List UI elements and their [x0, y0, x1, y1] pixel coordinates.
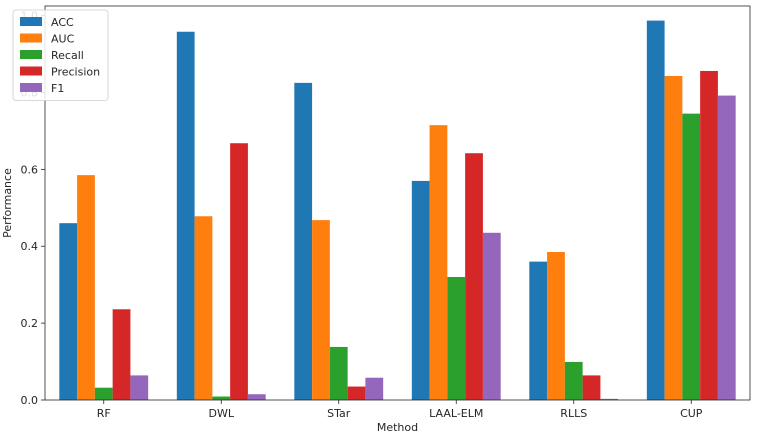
- bar-recall-rlls: [564, 361, 583, 400]
- legend-swatch-auc: [20, 33, 42, 43]
- bar-f1-dwl: [247, 394, 266, 400]
- legend-label-auc: AUC: [51, 33, 75, 46]
- bar-recall-cup: [682, 113, 701, 400]
- bar-auc-rlls: [547, 252, 565, 400]
- bar-precision-dwl: [230, 143, 248, 401]
- bar-precision-star: [347, 386, 366, 400]
- bar-recall-rf: [94, 387, 113, 400]
- x-axis-ticks: RF DWL STar LAAL-ELM RLLS CUP: [97, 400, 703, 420]
- bar-f1-star: [365, 377, 384, 400]
- bar-acc-dwl: [176, 31, 195, 400]
- y-tick-label: 0.0: [21, 394, 39, 407]
- bar-f1-rf: [130, 375, 149, 400]
- y-tick-label: 0.2: [21, 317, 39, 330]
- bar-acc-rf: [59, 223, 78, 400]
- bar-acc-laal-elm: [411, 180, 430, 400]
- legend-swatch-f1: [20, 83, 42, 92]
- legend-label-f1: F1: [51, 82, 64, 95]
- x-tick-label-star: STar: [327, 407, 351, 420]
- y-axis-label: Performance: [1, 168, 14, 238]
- bar-acc-rlls: [529, 261, 548, 400]
- x-tick-label-laal-elm: LAAL-ELM: [429, 407, 483, 420]
- x-tick-label-dwl: DWL: [209, 407, 235, 420]
- x-axis-label: Method: [377, 421, 418, 433]
- bar-recall-dwl: [212, 396, 231, 400]
- x-tick-label-rf: RF: [97, 407, 111, 420]
- bar-auc-star: [312, 220, 330, 400]
- bar-auc-dwl: [194, 216, 213, 400]
- plot-frame: [44, 5, 751, 401]
- legend-label-acc: ACC: [51, 16, 74, 29]
- bar-precision-cup: [700, 70, 718, 401]
- legend-box: [12, 9, 109, 101]
- bar-auc-rf: [77, 175, 95, 400]
- x-tick-label-rlls: RLLS: [560, 407, 587, 420]
- bar-auc-cup: [664, 75, 683, 401]
- legend-label-recall: Recall: [51, 49, 84, 62]
- legend-label-precision: Precision: [51, 66, 100, 79]
- legend-swatch-recall: [20, 50, 42, 59]
- bar-acc-cup: [646, 20, 665, 401]
- legend-swatch-precision: [20, 66, 42, 76]
- bar-precision-laal-elm: [465, 153, 483, 400]
- bar-precision-rlls: [582, 375, 601, 400]
- bar-recall-laal-elm: [447, 277, 466, 400]
- bar-f1-cup: [717, 95, 736, 400]
- y-tick-label: 0.6: [21, 163, 39, 176]
- bar-f1-rlls: [600, 398, 619, 400]
- bar-acc-star: [294, 82, 313, 400]
- bars-group: [59, 20, 736, 401]
- y-tick-label: 0.4: [21, 240, 39, 253]
- bar-auc-laal-elm: [429, 125, 448, 400]
- legend-swatch-acc: [20, 17, 42, 26]
- bar-recall-star: [329, 346, 348, 400]
- legend: ACC AUC Recall Precision F1: [12, 9, 109, 101]
- x-tick-label-cup: CUP: [680, 407, 703, 420]
- bar-precision-rf: [112, 309, 131, 400]
- bar-f1-laal-elm: [482, 232, 501, 400]
